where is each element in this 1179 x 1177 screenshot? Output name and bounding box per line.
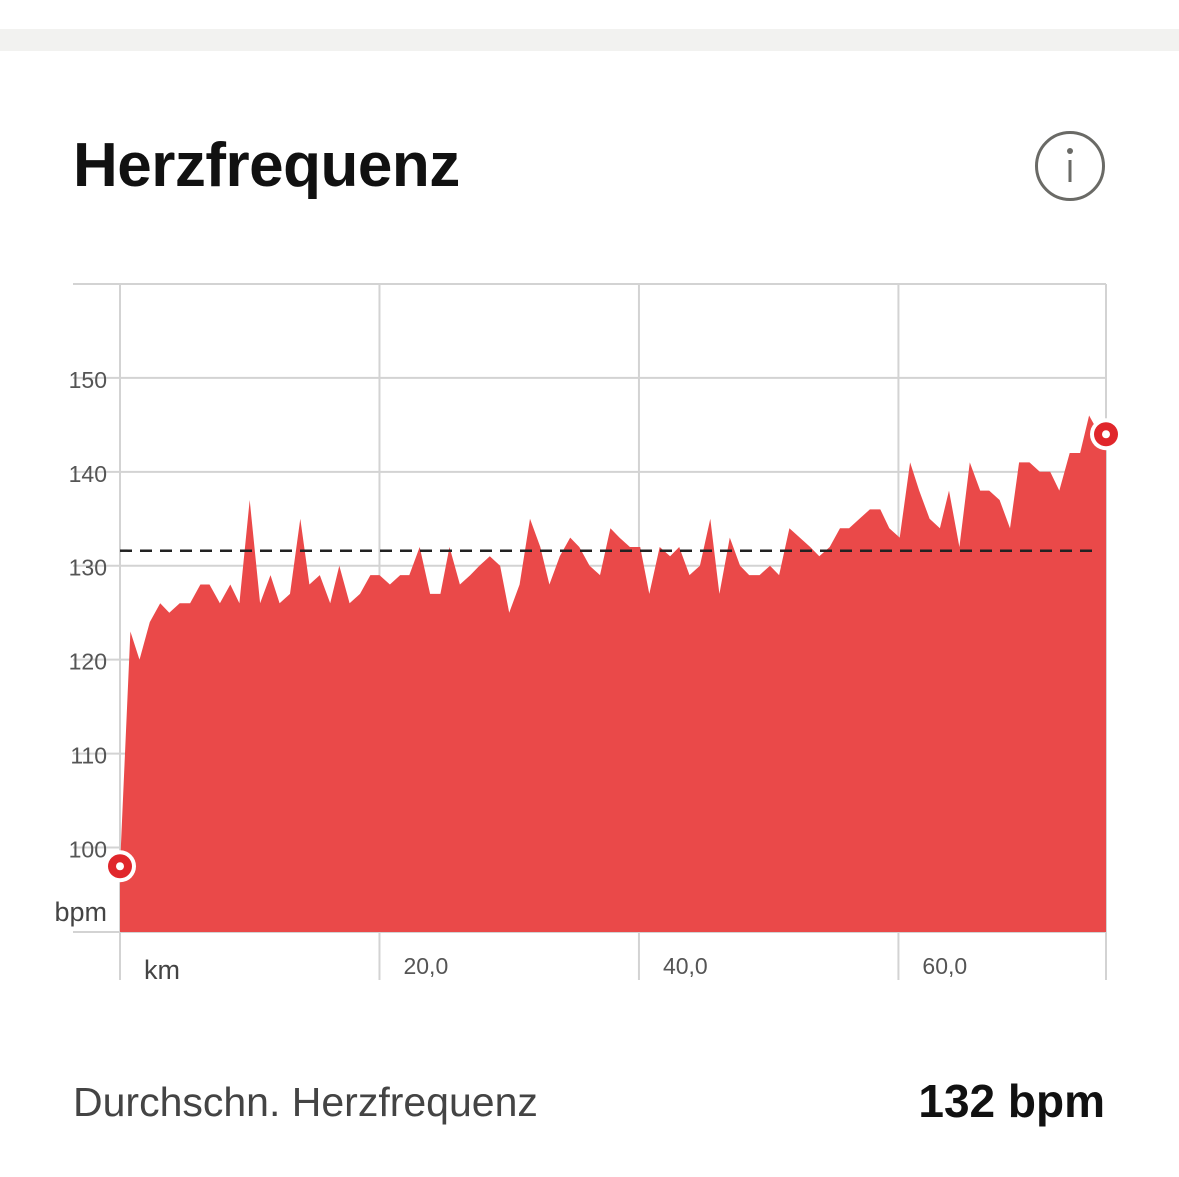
average-label: Durchschn. Herzfrequenz [73, 1079, 538, 1125]
heart-rate-area [120, 415, 1106, 932]
marker-center [116, 862, 124, 871]
average-value: 132 bpm [918, 1075, 1105, 1127]
x-tick-label: 40,0 [663, 953, 708, 979]
y-tick-label: 110 [70, 743, 107, 769]
card-title: Herzfrequenz [73, 131, 460, 200]
y-unit-label: bpm [54, 897, 107, 927]
y-tick-labels: 100 110 120 130 140 150 [69, 367, 107, 863]
y-tick-label: 120 [69, 649, 107, 675]
info-button[interactable] [1035, 131, 1105, 201]
top-strip [0, 29, 1179, 51]
heart-rate-chart: 100 110 120 130 140 150 20,0 40,0 60,0 bpm km [54, 283, 1122, 985]
marker-center [1102, 430, 1110, 439]
info-circle-icon [1067, 148, 1073, 182]
x-tick-label: 20,0 [403, 953, 448, 979]
y-tick-label: 100 [69, 836, 107, 862]
y-tick-label: 130 [69, 555, 107, 581]
y-tick-label: 140 [69, 461, 107, 487]
chart-area-layer [120, 415, 1106, 932]
x-tick-labels: 20,0 40,0 60,0 [403, 953, 967, 979]
x-tick-label: 60,0 [922, 953, 967, 979]
y-tick-label: 150 [69, 367, 107, 393]
chart-markers [104, 418, 1122, 883]
x-unit-label: km [144, 955, 180, 985]
